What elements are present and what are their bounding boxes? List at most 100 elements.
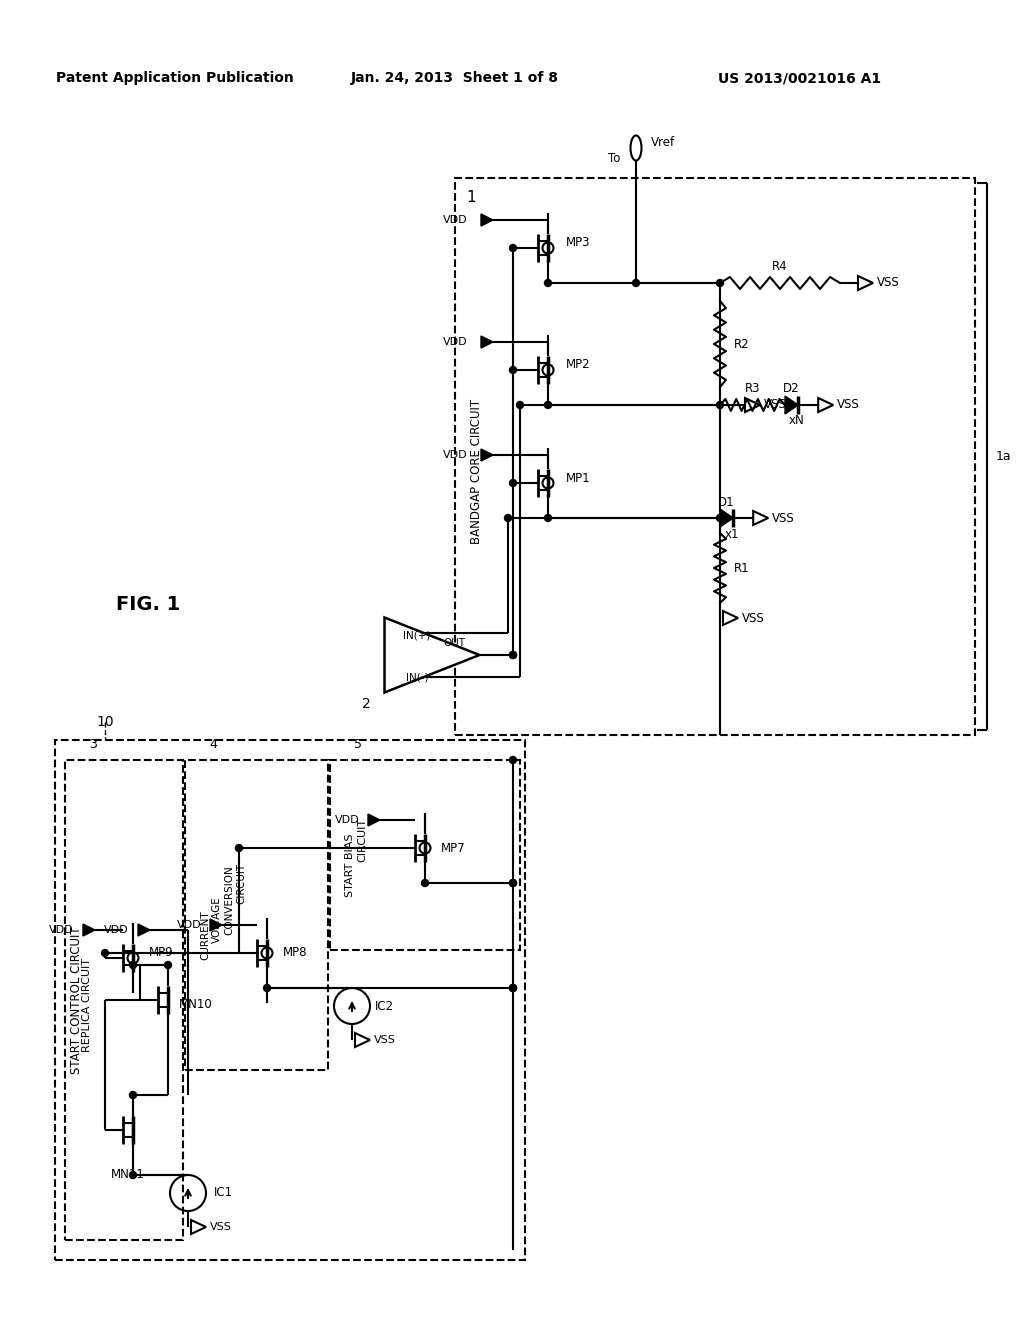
Text: 4: 4 [209,738,217,751]
Text: START BIAS: START BIAS [345,833,355,896]
Bar [65,760,183,1239]
Circle shape [633,280,640,286]
Text: VDD: VDD [49,925,74,935]
Text: BANDGAP CORE CIRCUIT: BANDGAP CORE CIRCUIT [470,399,483,544]
Bar [185,760,328,1071]
Text: MP2: MP2 [565,359,590,371]
Text: OUT: OUT [443,638,465,648]
Circle shape [510,985,516,991]
Text: IN(+): IN(+) [403,630,431,640]
Text: MP8: MP8 [283,946,307,960]
Text: CIRCUIT: CIRCUIT [236,862,246,904]
Text: VOLTAGE: VOLTAGE [212,896,222,944]
Circle shape [129,1172,136,1179]
Circle shape [717,280,724,286]
Circle shape [236,845,243,851]
Circle shape [129,961,136,969]
Circle shape [717,515,724,521]
Circle shape [545,401,552,408]
Text: CURRENT: CURRENT [200,911,210,960]
Text: 1: 1 [466,190,476,206]
Text: IN(-): IN(-) [406,672,428,682]
Circle shape [510,652,516,659]
Circle shape [101,949,109,957]
Text: VSS: VSS [772,511,795,524]
Text: VDD: VDD [177,920,202,931]
Text: R3: R3 [744,383,760,396]
Circle shape [510,879,516,887]
Text: 10: 10 [96,715,114,729]
Text: VSS: VSS [374,1035,396,1045]
Polygon shape [368,814,380,826]
Circle shape [510,367,516,374]
Polygon shape [481,449,493,461]
Circle shape [422,879,428,887]
Text: R2: R2 [734,338,750,351]
Circle shape [545,515,552,521]
Text: MP9: MP9 [148,946,173,960]
Text: Jan. 24, 2013  Sheet 1 of 8: Jan. 24, 2013 Sheet 1 of 8 [351,71,559,84]
Text: VDD: VDD [442,337,467,347]
Polygon shape [481,214,493,226]
Text: 2: 2 [362,697,371,711]
Polygon shape [481,337,493,348]
Text: VDD: VDD [335,814,359,825]
Text: MN10: MN10 [179,998,213,1011]
Text: xN: xN [788,414,805,428]
Polygon shape [83,924,95,936]
Text: 1a: 1a [995,450,1011,463]
Text: START CONTROL CIRCUIT: START CONTROL CIRCUIT [71,927,84,1073]
Bar [55,741,525,1261]
Ellipse shape [631,136,641,161]
Text: VSS: VSS [741,611,764,624]
Text: MN11: MN11 [111,1168,145,1181]
Polygon shape [384,618,479,693]
Polygon shape [138,924,150,936]
Text: MP3: MP3 [565,236,590,249]
Circle shape [516,401,523,408]
Text: VSS: VSS [764,399,786,412]
Text: To: To [608,152,621,165]
Bar [330,760,520,950]
Text: MP1: MP1 [565,471,590,484]
Circle shape [545,280,552,286]
Text: REPLICA CIRCUIT: REPLICA CIRCUIT [82,958,92,1052]
Circle shape [510,879,516,887]
Circle shape [510,985,516,991]
Text: 3: 3 [89,738,97,751]
Text: VSS: VSS [210,1222,232,1232]
Text: FIG. 1: FIG. 1 [116,595,180,615]
Bar [455,178,975,735]
Text: 5: 5 [354,738,362,751]
Circle shape [505,515,512,521]
Polygon shape [785,396,798,414]
Text: D2: D2 [783,383,800,396]
Text: CONVERSION: CONVERSION [224,865,234,935]
Text: VSS: VSS [837,399,859,412]
Text: VDD: VDD [442,215,467,224]
Text: VDD: VDD [442,450,467,459]
Circle shape [510,244,516,252]
Circle shape [510,756,516,763]
Text: D1: D1 [718,495,735,508]
Text: Patent Application Publication: Patent Application Publication [56,71,294,84]
Text: CIRCUIT: CIRCUIT [357,818,367,862]
Text: R1: R1 [734,561,750,574]
Text: VSS: VSS [877,276,899,289]
Text: IC1: IC1 [213,1187,232,1200]
Polygon shape [720,510,733,527]
Text: IC2: IC2 [375,999,393,1012]
Text: x1: x1 [724,528,739,540]
Text: Vref: Vref [651,136,675,149]
Circle shape [510,479,516,487]
Text: MP7: MP7 [440,842,465,854]
Circle shape [263,985,270,991]
Circle shape [129,1092,136,1098]
Circle shape [510,652,516,659]
Text: VDD: VDD [103,925,128,935]
Polygon shape [210,919,222,931]
Text: R4: R4 [772,260,787,273]
Circle shape [165,961,171,969]
Circle shape [717,401,724,408]
Text: US 2013/0021016 A1: US 2013/0021016 A1 [719,71,882,84]
